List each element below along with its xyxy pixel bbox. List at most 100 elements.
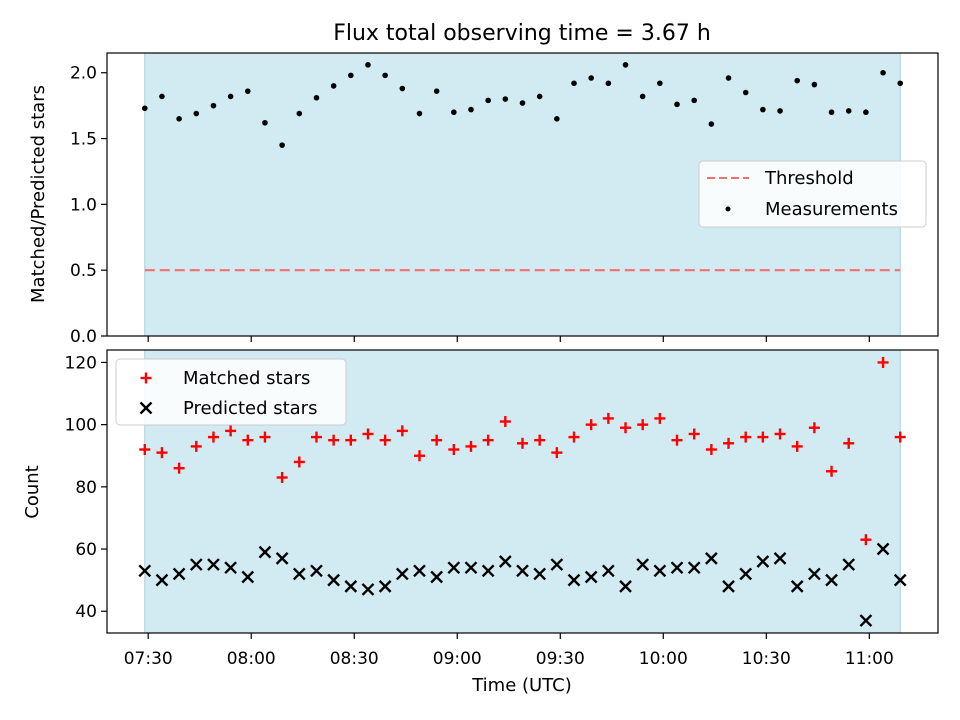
predicted-star-point <box>636 558 650 571</box>
measurement-point <box>365 62 371 68</box>
bottom-ytick-label: 120 <box>65 353 97 373</box>
measurement-point <box>828 109 835 116</box>
matched-star-point <box>431 434 443 446</box>
matched-star-point <box>173 462 185 474</box>
xtick-label: 10:00 <box>639 649 688 669</box>
measurement-point <box>330 83 337 89</box>
legend-threshold-label: Threshold <box>764 168 854 189</box>
matched-star-point <box>826 465 838 477</box>
measurement-point <box>399 85 406 92</box>
matched-star-point <box>499 416 511 428</box>
predicted-star-point <box>687 561 701 575</box>
predicted-star-point <box>155 573 169 587</box>
predicted-star-point <box>464 561 478 575</box>
measurement-point <box>725 75 732 81</box>
top-ytick-label: 0.5 <box>70 261 97 281</box>
predicted-star-point <box>670 561 684 575</box>
matched-star-point <box>293 456 305 468</box>
measurement-point <box>451 109 457 116</box>
bottom-y-axis-label: Count <box>22 465 43 518</box>
measurement-point <box>193 110 200 117</box>
predicted-star-point <box>842 558 856 571</box>
matched-star-point <box>396 425 408 437</box>
predicted-star-point <box>533 567 547 581</box>
measurement-point <box>691 97 697 104</box>
matched-star-point <box>637 419 649 431</box>
measurement-point <box>433 88 440 94</box>
top-ytick-label: 1.5 <box>70 130 97 150</box>
top-ytick-label: 2.0 <box>70 64 97 84</box>
bottom-ytick-label: 80 <box>75 478 97 498</box>
measurement-point <box>657 80 663 87</box>
predicted-star-point <box>790 580 804 593</box>
matched-star-point <box>379 434 391 446</box>
matched-star-point <box>723 437 735 449</box>
matched-star-point <box>705 444 717 456</box>
top-legend: Threshold Measurements <box>698 160 927 228</box>
measurement-point <box>485 97 491 104</box>
measurement-point <box>536 93 543 100</box>
matched-star-point <box>654 412 666 424</box>
measurement-point <box>227 93 234 100</box>
legend-matched-glyph <box>140 372 152 384</box>
legend-predicted-glyph <box>139 401 153 415</box>
legend-matched-marker <box>140 372 152 384</box>
predicted-star-point <box>189 558 203 571</box>
legend-predicted-label: Predicted stars <box>183 398 317 419</box>
bottom-legend: Matched stars Predicted stars <box>115 358 347 426</box>
matched-star-point <box>551 447 563 459</box>
matched-star-point <box>242 434 254 446</box>
matched-star-point <box>808 422 820 434</box>
matched-star-point <box>448 444 460 456</box>
matched-star-point <box>259 431 271 443</box>
measurement-point <box>141 105 148 112</box>
predicted-star-point <box>430 570 444 584</box>
matched-star-point <box>534 434 546 446</box>
matched-star-point <box>774 428 786 440</box>
predicted-star-point <box>567 573 581 587</box>
predicted-star-point <box>344 580 358 593</box>
measurement-point <box>176 116 182 122</box>
legend-matched-label: Matched stars <box>183 368 310 389</box>
predicted-star-point <box>516 564 529 578</box>
measurement-point <box>605 80 612 87</box>
matched-star-point <box>225 425 237 437</box>
measurement-point <box>279 142 285 148</box>
matched-star-point <box>207 431 219 443</box>
top-ytick-label: 1.0 <box>70 195 97 215</box>
measurement-point <box>845 108 852 114</box>
measurement-point <box>210 102 217 109</box>
predicted-star-point <box>756 555 770 568</box>
predicted-star-point <box>361 583 375 596</box>
measurement-point <box>639 93 646 100</box>
bottom-ytick-label: 100 <box>65 416 97 436</box>
predicted-star-point <box>808 567 821 581</box>
measurement-point <box>244 88 251 94</box>
legend-measurements-label: Measurements <box>765 199 898 220</box>
top-panel: 0.00.51.01.52.0 Matched/Predicted stars … <box>28 52 939 347</box>
xtick-label: 08:30 <box>330 649 379 669</box>
matched-star-point <box>568 431 580 443</box>
measurement-point <box>468 106 474 113</box>
predicted-star-point <box>224 561 237 575</box>
xtick-label: 10:30 <box>742 649 791 669</box>
measurement-point <box>262 119 268 126</box>
matched-star-point <box>139 444 151 456</box>
predicted-star-point <box>172 567 186 581</box>
matched-star-point <box>671 434 683 446</box>
matched-star-point <box>328 434 340 446</box>
matched-star-point <box>620 422 632 434</box>
measurement-point <box>554 116 560 122</box>
bottom-ytick-label: 40 <box>75 602 97 622</box>
matched-star-point <box>465 440 477 452</box>
predicted-star-point <box>275 552 289 565</box>
matched-star-point <box>190 440 202 452</box>
xtick-label: 11:00 <box>845 649 894 669</box>
matched-star-point <box>482 434 494 446</box>
predicted-star-point <box>705 552 718 565</box>
matched-star-point <box>843 437 855 449</box>
predicted-star-point <box>413 564 426 578</box>
measurement-point <box>313 94 320 101</box>
xtick-label: 07:30 <box>124 649 173 669</box>
top-panel-frame <box>106 52 939 337</box>
